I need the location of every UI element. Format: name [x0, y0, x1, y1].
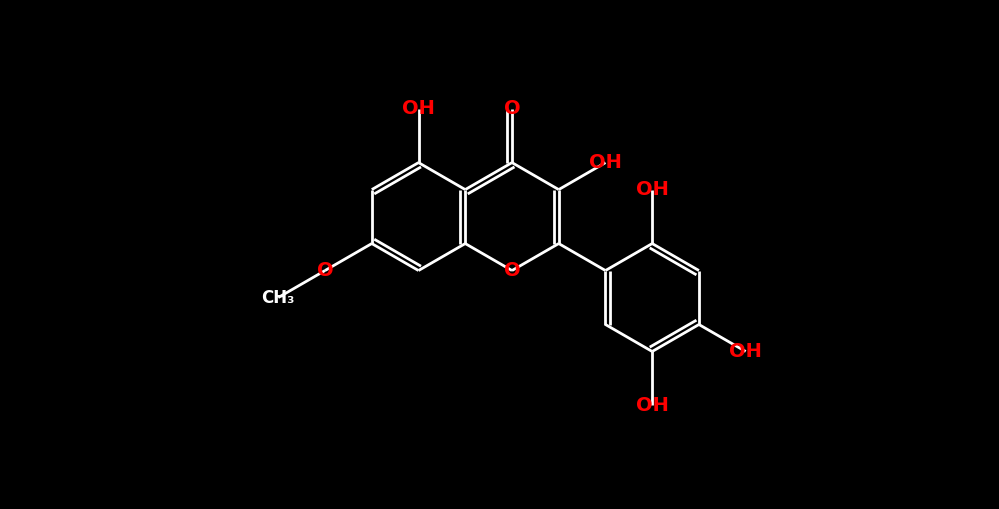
- Text: CH₃: CH₃: [262, 289, 295, 306]
- Text: OH: OH: [589, 153, 622, 172]
- Text: OH: OH: [729, 342, 762, 361]
- Text: O: O: [503, 261, 520, 280]
- Text: O: O: [317, 261, 334, 280]
- Text: OH: OH: [635, 396, 668, 415]
- Text: OH: OH: [402, 99, 435, 118]
- Text: O: O: [503, 99, 520, 118]
- Text: OH: OH: [635, 180, 668, 199]
